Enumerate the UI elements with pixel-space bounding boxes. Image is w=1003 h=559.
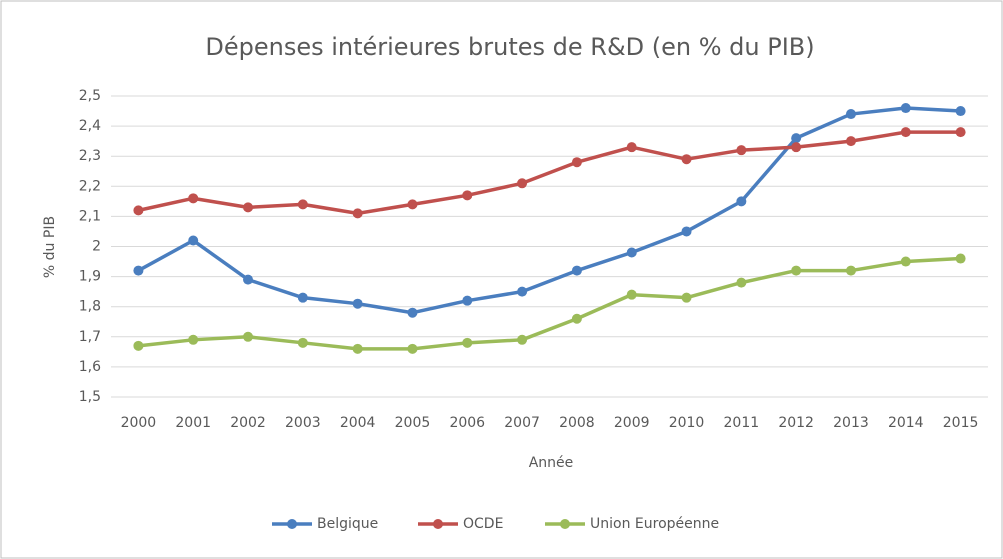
x-tick-label: 2003 [285,415,321,431]
data-point [133,265,144,276]
series-line [138,256,961,351]
data-point [626,142,637,153]
y-tick-label: 2,5 [79,88,101,104]
data-point [462,295,473,306]
y-tick-label: 2,1 [79,208,101,224]
x-axis-label: Année [529,455,574,471]
x-tick-label: 2015 [943,415,979,431]
data-point [297,337,308,348]
data-point [517,286,528,297]
data-point [900,127,911,138]
data-point [462,190,473,201]
data-point [845,136,856,147]
legend-marker [433,519,443,529]
y-axis-label: % du PIB [42,216,58,278]
data-point [517,178,528,189]
legend-marker [287,519,297,529]
data-point [845,109,856,120]
data-point [243,331,254,342]
y-tick-label: 1,5 [79,389,101,405]
legend-label: Union Européenne [590,516,719,532]
data-point [517,334,528,345]
y-tick-label: 2,3 [79,148,101,164]
legend-label: Belgique [317,516,378,532]
y-tick-label: 1,9 [79,269,101,285]
data-point [352,298,363,309]
data-point [681,292,692,303]
x-tick-label: 2011 [724,415,760,431]
data-point [188,193,199,204]
data-point [297,292,308,303]
data-point [407,199,418,210]
chart-title: Dépenses intérieures brutes de R&D (en %… [205,33,814,61]
data-point [571,157,582,168]
data-point [955,106,966,117]
x-tick-label: 2007 [504,415,540,431]
data-point [188,235,199,246]
data-point [407,343,418,354]
x-tick-label: 2005 [395,415,431,431]
x-tick-label: 2002 [230,415,266,431]
x-tick-label: 2008 [559,415,595,431]
legend-label: OCDE [463,516,503,532]
data-point [243,274,254,285]
series-line [137,106,961,315]
data-point [243,202,254,213]
data-point [955,253,966,264]
data-point [791,265,802,276]
data-point [845,265,856,276]
data-point [900,103,911,114]
x-tick-label: 2014 [888,415,924,431]
data-point [133,340,144,351]
data-point [736,145,747,156]
data-point [900,256,911,267]
x-tick-label: 2001 [175,415,211,431]
y-tick-label: 1,8 [79,299,101,315]
x-tick-label: 2009 [614,415,650,431]
data-point [352,208,363,219]
data-point [133,205,144,216]
data-point [297,199,308,210]
data-point [571,265,582,276]
series-line [138,130,961,216]
y-tick-label: 1,7 [79,329,101,345]
data-point [791,133,802,144]
data-point [462,337,473,348]
y-tick-label: 2,2 [79,178,101,194]
data-point [736,196,747,207]
x-tick-label: 2012 [778,415,814,431]
data-point [681,154,692,165]
data-point [626,289,637,300]
x-tick-label: 2004 [340,415,376,431]
data-point [681,226,692,237]
data-point [955,127,966,138]
x-tick-label: 2006 [449,415,485,431]
data-point [571,313,582,324]
y-tick-label: 1,6 [79,359,101,375]
data-point [736,277,747,288]
data-point [791,142,802,153]
data-point [407,307,418,318]
data-point [188,334,199,345]
y-tick-label: 2,4 [79,118,101,134]
x-tick-label: 2013 [833,415,869,431]
x-tick-label: 2010 [669,415,705,431]
data-point [352,343,363,354]
y-tick-label: 2 [92,239,101,255]
x-tick-label: 2000 [121,415,157,431]
data-point [626,247,637,258]
legend-marker [560,519,570,529]
